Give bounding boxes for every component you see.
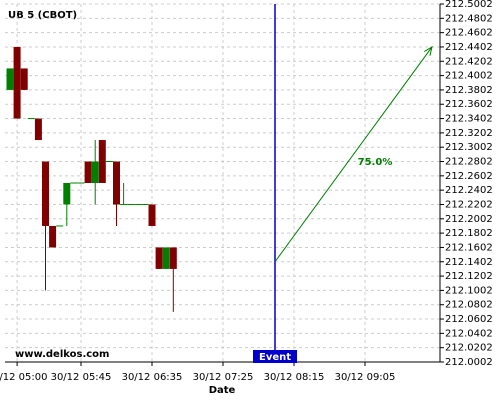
y-tick-label: 212.2402 bbox=[445, 185, 493, 196]
candle-body bbox=[84, 161, 92, 183]
y-tick-label: 212.3802 bbox=[445, 85, 493, 96]
projection-arrow bbox=[274, 46, 433, 263]
event-box bbox=[253, 350, 297, 363]
y-tick-label: 212.3602 bbox=[445, 99, 493, 110]
candle-body bbox=[91, 161, 99, 183]
y-tick-label: 212.4202 bbox=[445, 56, 493, 67]
candle-body bbox=[20, 68, 28, 90]
candle-body bbox=[56, 225, 64, 227]
candle-body bbox=[162, 247, 170, 269]
candle-body bbox=[49, 225, 57, 248]
y-tick-label: 212.0002 bbox=[445, 357, 493, 368]
y-tick-label: 212.1002 bbox=[445, 285, 493, 296]
y-tick-label: 212.1602 bbox=[445, 242, 493, 253]
candle-body bbox=[42, 161, 49, 226]
candle-body bbox=[77, 182, 85, 184]
y-tick-label: 212.2002 bbox=[445, 214, 493, 225]
y-tick-label: 212.4802 bbox=[445, 13, 493, 24]
x-axis-label: Date bbox=[209, 385, 236, 396]
candle-body bbox=[27, 118, 35, 120]
y-tick-label: 212.0802 bbox=[445, 300, 493, 311]
x-tick-label: 30/12 05:45 bbox=[51, 372, 112, 383]
y-tick-label: 212.1402 bbox=[445, 257, 493, 268]
candle-body bbox=[127, 203, 135, 205]
x-tick-label: 30/12 05:00 bbox=[0, 372, 48, 383]
candle-body bbox=[134, 203, 142, 205]
y-tick-label: 212.1202 bbox=[445, 271, 493, 282]
y-tick-label: 212.4402 bbox=[445, 42, 493, 53]
candle-body bbox=[120, 203, 128, 205]
x-tick-label: 30/12 08:15 bbox=[264, 372, 325, 383]
event-label: Event bbox=[259, 352, 291, 363]
y-tick-label: 212.2602 bbox=[445, 171, 493, 182]
candle-body bbox=[34, 118, 42, 141]
candle-body bbox=[13, 46, 21, 119]
candle-body bbox=[155, 247, 163, 269]
candle-body bbox=[148, 204, 156, 226]
y-tick-label: 212.0202 bbox=[445, 343, 493, 354]
chart-title: UB 5 (CBOT) bbox=[8, 10, 77, 21]
candle-body bbox=[113, 161, 120, 205]
y-tick-label: 212.2802 bbox=[445, 157, 493, 168]
y-tick-label: 212.0602 bbox=[445, 314, 493, 325]
projection-label: 75.0% bbox=[358, 157, 393, 168]
arrow-head bbox=[424, 45, 433, 56]
y-tick-label: 212.3002 bbox=[445, 142, 493, 153]
candle-body bbox=[6, 68, 14, 90]
y-tick-label: 212.5002 bbox=[445, 0, 493, 10]
x-tick-label: 30/12 09:05 bbox=[335, 372, 396, 383]
x-tick-label: 30/12 07:25 bbox=[193, 372, 254, 383]
y-tick-label: 212.4602 bbox=[445, 28, 493, 39]
candle-body bbox=[70, 182, 78, 184]
x-tick-label: 30/12 06:35 bbox=[122, 372, 183, 383]
y-tick-label: 212.0402 bbox=[445, 328, 493, 339]
watermark: www.delkos.com bbox=[15, 349, 109, 360]
y-tick-label: 212.2202 bbox=[445, 199, 493, 210]
candle-body bbox=[169, 247, 177, 269]
candle-body bbox=[63, 183, 71, 205]
y-tick-label: 212.3202 bbox=[445, 128, 493, 139]
candle-body bbox=[105, 161, 113, 163]
candle-body bbox=[141, 203, 149, 205]
candle-body bbox=[98, 140, 106, 183]
y-tick-label: 212.4002 bbox=[445, 71, 493, 82]
y-tick-label: 212.3402 bbox=[445, 114, 493, 125]
y-tick-label: 212.1802 bbox=[445, 228, 493, 239]
